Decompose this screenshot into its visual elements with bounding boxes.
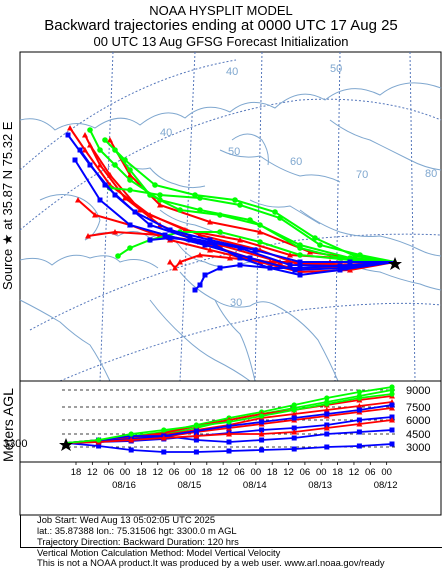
date-tick: 08/16 [112, 480, 136, 491]
date-tick: 08/13 [308, 480, 332, 491]
hour-tick: 06 [365, 467, 376, 478]
hour-tick: 18 [136, 467, 147, 478]
grid-label: 80 [425, 168, 437, 180]
grid-label: 50 [228, 146, 240, 158]
title-line-1: NOAA HYSPLIT MODEL [149, 3, 293, 18]
vertical-trajectory [65, 417, 395, 445]
coastlines [19, 82, 442, 382]
vertical-trajectory [65, 391, 395, 444]
hour-tick: 12 [349, 467, 360, 478]
hour-tick: 18 [202, 467, 213, 478]
height-level: 9000 [406, 385, 430, 397]
hour-tick: 18 [332, 467, 343, 478]
job-start: Job Start: Wed Aug 13 05:02:05 UTC 2025 [37, 514, 216, 525]
height-level-labels: 9000 7500 6000 4500 3000 [406, 385, 430, 454]
title-line-3: 00 UTC 13 Aug GFSG Forecast Initializati… [93, 34, 349, 49]
disclaimer: This is not a NOAA product.It was produc… [37, 557, 385, 569]
grid-label: 70 [356, 169, 368, 181]
map-trajectories [65, 125, 396, 293]
grid-label: 40 [160, 127, 172, 139]
height-level: 3000 [406, 442, 430, 454]
grid-label: 30 [230, 297, 242, 309]
grid-label: 50 [330, 63, 342, 75]
hour-tick: 06 [234, 467, 245, 478]
grid-label: 40 [226, 66, 238, 78]
trajectory [147, 235, 396, 278]
date-tick: 08/14 [243, 480, 267, 491]
height-level: 6000 [406, 415, 430, 427]
hour-tick: 06 [300, 467, 311, 478]
date-tick: 08/12 [374, 480, 398, 491]
trajectory-direction: Trajectory Direction: Backward Duration:… [37, 536, 239, 548]
grid-labels: 40 50 60 70 80 30 40 50 [160, 63, 437, 309]
date-ticks: 08/16 08/15 08/14 08/13 08/12 [112, 480, 397, 491]
hour-tick: 18 [267, 467, 278, 478]
hour-tick: 00 [185, 467, 196, 478]
job-location: lat.: 35.87388 lon.: 75.31506 hgt: 3300.… [37, 524, 237, 536]
vertical-axis-text: Meters AGL [0, 388, 16, 462]
hour-tick: 06 [103, 467, 114, 478]
trajectory-plot: 40 50 60 70 80 30 40 50 3300 9000 7500 6… [3, 51, 442, 516]
start-height-label: 3300 [3, 438, 27, 450]
title-line-2: Backward trajectories ending at 0000 UTC… [44, 17, 398, 34]
vertical-motion: Vertical Motion Calculation Method: Mode… [37, 546, 281, 558]
trajectory [102, 137, 396, 263]
trajectory [77, 147, 395, 265]
source-star-icon [388, 257, 402, 270]
hour-tick: 00 [251, 467, 262, 478]
height-level: 7500 [406, 402, 430, 414]
date-tick: 08/15 [178, 480, 202, 491]
hour-tick: 00 [316, 467, 327, 478]
hour-ticks: 18 12 06 00 18 12 06 00 18 12 06 00 18 12 06 00 18 12 06 00 [71, 462, 392, 478]
trajectory [72, 157, 396, 273]
hour-tick: 12 [283, 467, 294, 478]
graticule [19, 51, 442, 382]
vertical-source-star-icon [59, 438, 73, 451]
hour-tick: 18 [71, 467, 82, 478]
hour-tick: 12 [152, 467, 163, 478]
height-level: 4500 [406, 429, 430, 441]
vertical-trajectories [65, 384, 395, 455]
job-info-box: Job Start: Wed Aug 13 05:02:05 UTC 2025 … [20, 514, 442, 568]
trajectory [112, 147, 396, 263]
time-axis-frame [19, 461, 442, 516]
hour-tick: 06 [169, 467, 180, 478]
hour-tick: 12 [218, 467, 229, 478]
hour-tick: 00 [120, 467, 131, 478]
hour-tick: 00 [381, 467, 392, 478]
vertical-trajectory [65, 441, 395, 455]
grid-label: 60 [290, 156, 302, 168]
hour-tick: 12 [87, 467, 98, 478]
